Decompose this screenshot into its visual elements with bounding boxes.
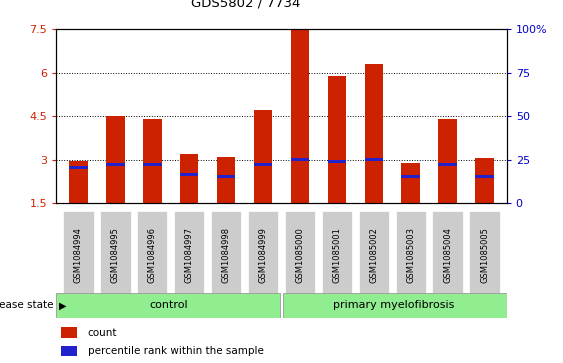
Bar xyxy=(475,175,494,178)
Text: GSM1084994: GSM1084994 xyxy=(74,227,83,283)
Text: GSM1084995: GSM1084995 xyxy=(111,227,120,283)
Bar xyxy=(365,64,383,203)
Bar xyxy=(61,346,77,356)
FancyBboxPatch shape xyxy=(56,293,280,318)
Bar xyxy=(328,76,346,203)
Bar xyxy=(401,163,420,203)
Bar xyxy=(291,29,309,203)
FancyBboxPatch shape xyxy=(321,211,352,299)
Text: GSM1084997: GSM1084997 xyxy=(185,227,194,283)
Bar xyxy=(180,154,198,203)
Bar xyxy=(291,158,309,160)
Bar xyxy=(475,158,494,203)
FancyBboxPatch shape xyxy=(285,211,315,299)
Bar xyxy=(217,157,235,203)
Bar xyxy=(143,119,162,203)
Text: GDS5802 / 7734: GDS5802 / 7734 xyxy=(191,0,300,9)
Text: GSM1085005: GSM1085005 xyxy=(480,227,489,283)
Text: GSM1085003: GSM1085003 xyxy=(406,227,415,283)
Text: GSM1085002: GSM1085002 xyxy=(369,227,378,283)
FancyBboxPatch shape xyxy=(137,211,167,299)
Text: GSM1084999: GSM1084999 xyxy=(258,227,267,283)
Bar xyxy=(254,163,272,166)
Text: percentile rank within the sample: percentile rank within the sample xyxy=(88,346,263,356)
Text: count: count xyxy=(88,328,117,338)
Bar xyxy=(61,327,77,338)
Text: GSM1084996: GSM1084996 xyxy=(148,227,157,283)
Bar xyxy=(365,158,383,161)
Text: primary myelofibrosis: primary myelofibrosis xyxy=(333,300,455,310)
Bar xyxy=(106,116,124,203)
FancyBboxPatch shape xyxy=(283,293,507,318)
Text: disease state: disease state xyxy=(0,300,53,310)
FancyBboxPatch shape xyxy=(432,211,463,299)
Text: GSM1084998: GSM1084998 xyxy=(222,227,231,283)
Bar xyxy=(328,160,346,163)
Text: GSM1085004: GSM1085004 xyxy=(443,227,452,283)
FancyBboxPatch shape xyxy=(63,211,93,299)
FancyBboxPatch shape xyxy=(396,211,426,299)
Bar xyxy=(180,173,198,176)
Bar xyxy=(217,175,235,178)
Bar xyxy=(143,163,162,166)
Bar xyxy=(69,166,88,169)
Bar xyxy=(439,163,457,166)
FancyBboxPatch shape xyxy=(359,211,389,299)
FancyBboxPatch shape xyxy=(211,211,242,299)
Bar xyxy=(106,163,124,166)
Bar xyxy=(439,119,457,203)
Bar xyxy=(69,161,88,203)
FancyBboxPatch shape xyxy=(248,211,278,299)
Bar xyxy=(401,175,420,178)
Text: GSM1085001: GSM1085001 xyxy=(332,227,341,283)
Text: GSM1085000: GSM1085000 xyxy=(296,227,305,283)
FancyBboxPatch shape xyxy=(174,211,204,299)
FancyBboxPatch shape xyxy=(470,211,500,299)
Text: ▶: ▶ xyxy=(59,300,66,310)
Bar xyxy=(254,110,272,203)
Text: control: control xyxy=(150,300,188,310)
FancyBboxPatch shape xyxy=(100,211,131,299)
